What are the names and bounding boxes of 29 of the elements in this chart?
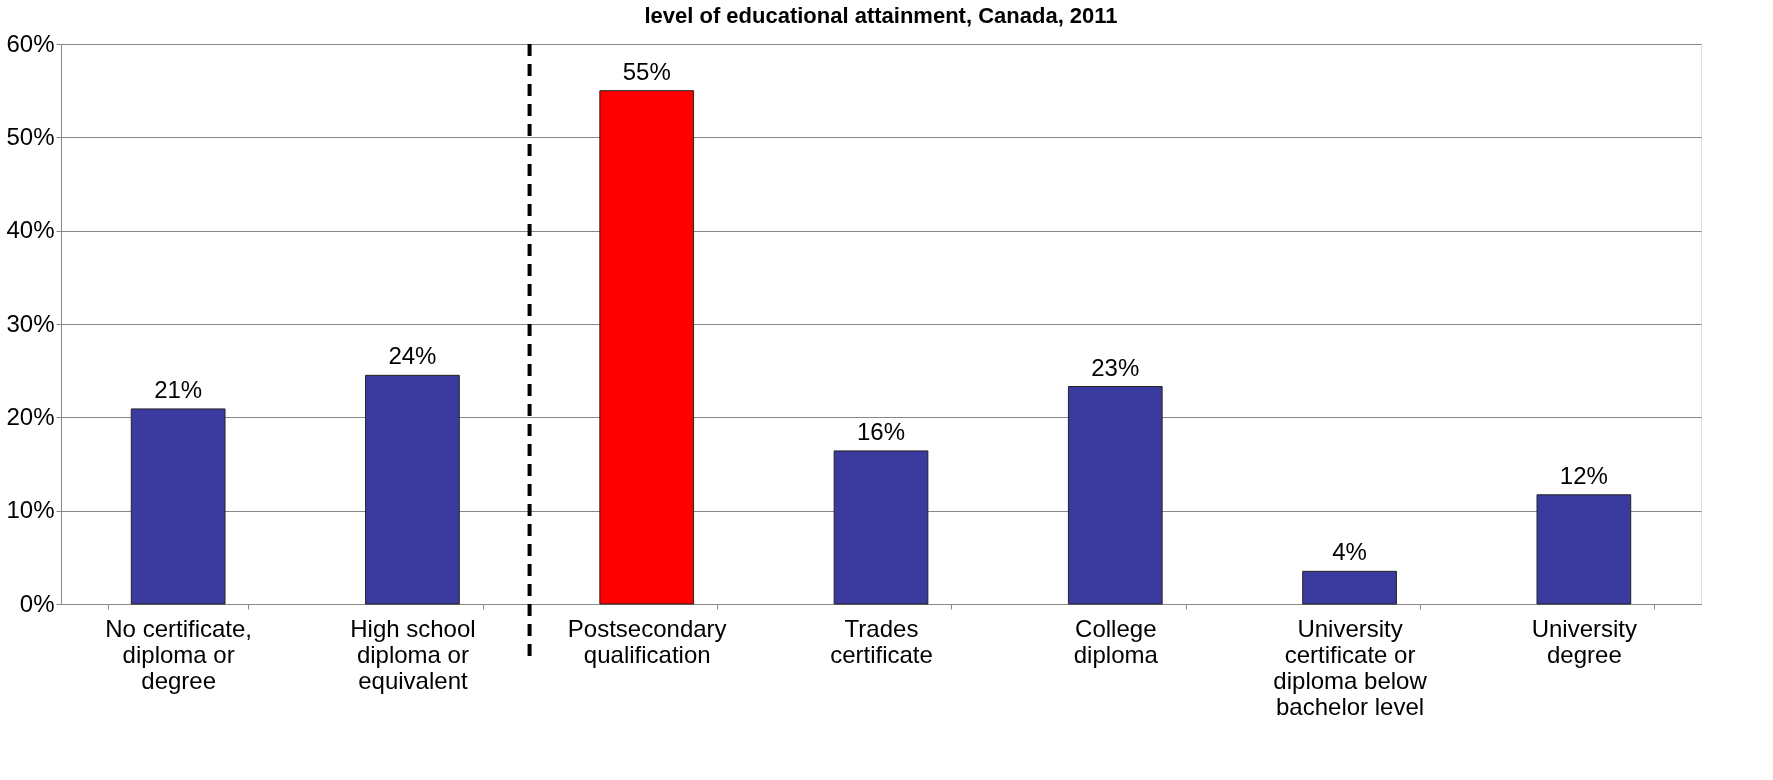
y-tick-label: 40%	[6, 216, 55, 244]
y-tick-label: 50%	[6, 122, 55, 150]
data-label: 21%	[154, 375, 203, 403]
x-tick-label: University degree	[1531, 614, 1638, 668]
data-label: 16%	[856, 417, 906, 445]
bar	[599, 90, 695, 605]
x-tick-label: University certificate or diploma below bachelor level	[1273, 614, 1428, 720]
bar	[833, 450, 929, 605]
bar	[1536, 494, 1632, 605]
x-tick-label: High school diploma or equivalent	[350, 614, 476, 694]
y-tick-label: 60%	[6, 29, 55, 57]
data-label: 24%	[388, 342, 437, 370]
data-label: 12%	[1559, 461, 1608, 489]
y-tick-label: 30%	[6, 309, 55, 337]
y-tick-label: 10%	[6, 496, 55, 524]
y-tick-label: 0%	[19, 589, 55, 617]
x-tick-label: College diploma	[1073, 614, 1159, 668]
chart-title: level of educational attainment, Canada, 2011	[644, 3, 1118, 28]
bar	[365, 374, 460, 605]
x-tick-label: No certificate, diploma or degree	[105, 614, 252, 694]
x-tick-label: Trades certificate	[830, 614, 933, 668]
bar	[1067, 386, 1163, 605]
data-label: 4%	[1332, 538, 1367, 566]
bar	[1302, 570, 1397, 605]
y-tick-label: 20%	[6, 402, 55, 430]
x-tick-label: Postsecondary qualification	[567, 614, 727, 668]
data-label: 55%	[622, 57, 671, 85]
data-label: 23%	[1091, 353, 1140, 381]
bar	[130, 408, 226, 605]
